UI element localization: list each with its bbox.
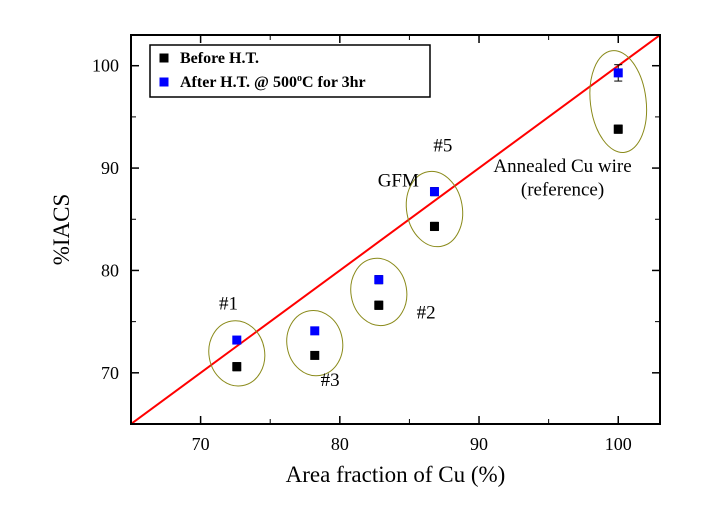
data-point	[374, 301, 383, 310]
annotation-label: #3	[321, 370, 340, 391]
legend-swatch	[160, 78, 169, 87]
y-tick-label: 70	[101, 363, 119, 383]
annotation-label: #1	[219, 293, 238, 314]
annotation-label: #5	[433, 136, 452, 157]
annotation-label: #2	[417, 303, 436, 324]
iacs-vs-cu-area-chart: 70 80 90 100 70 80 90 100 Area fraction of Cu (%…	[0, 0, 704, 503]
data-point	[232, 362, 241, 371]
y-tick-label: 100	[92, 56, 119, 76]
data-point	[310, 351, 319, 360]
legend-swatch	[160, 54, 169, 63]
x-tick-label: 70	[192, 434, 210, 454]
annotation-label: GFM	[378, 171, 419, 192]
data-point	[310, 326, 319, 335]
x-tick-label: 80	[331, 434, 349, 454]
x-tick-label: 90	[470, 434, 488, 454]
y-tick-label: 90	[101, 158, 119, 178]
annotation-label: Annealed Cu wire	[493, 156, 631, 177]
data-point	[430, 222, 439, 231]
y-axis-label: %IACS	[49, 194, 74, 266]
annotation-label: (reference)	[521, 180, 604, 201]
data-point	[430, 187, 439, 196]
legend-label: After H.T. @ 500oC for 3hr	[180, 73, 366, 91]
x-axis-label: Area fraction of Cu (%)	[286, 462, 506, 487]
data-point	[614, 125, 623, 134]
data-point	[614, 68, 623, 77]
x-tick-label: 100	[605, 434, 632, 454]
legend-label: Before H.T.	[180, 50, 259, 67]
y-tick-label: 80	[101, 260, 119, 280]
data-point	[374, 275, 383, 284]
data-point	[232, 336, 241, 345]
